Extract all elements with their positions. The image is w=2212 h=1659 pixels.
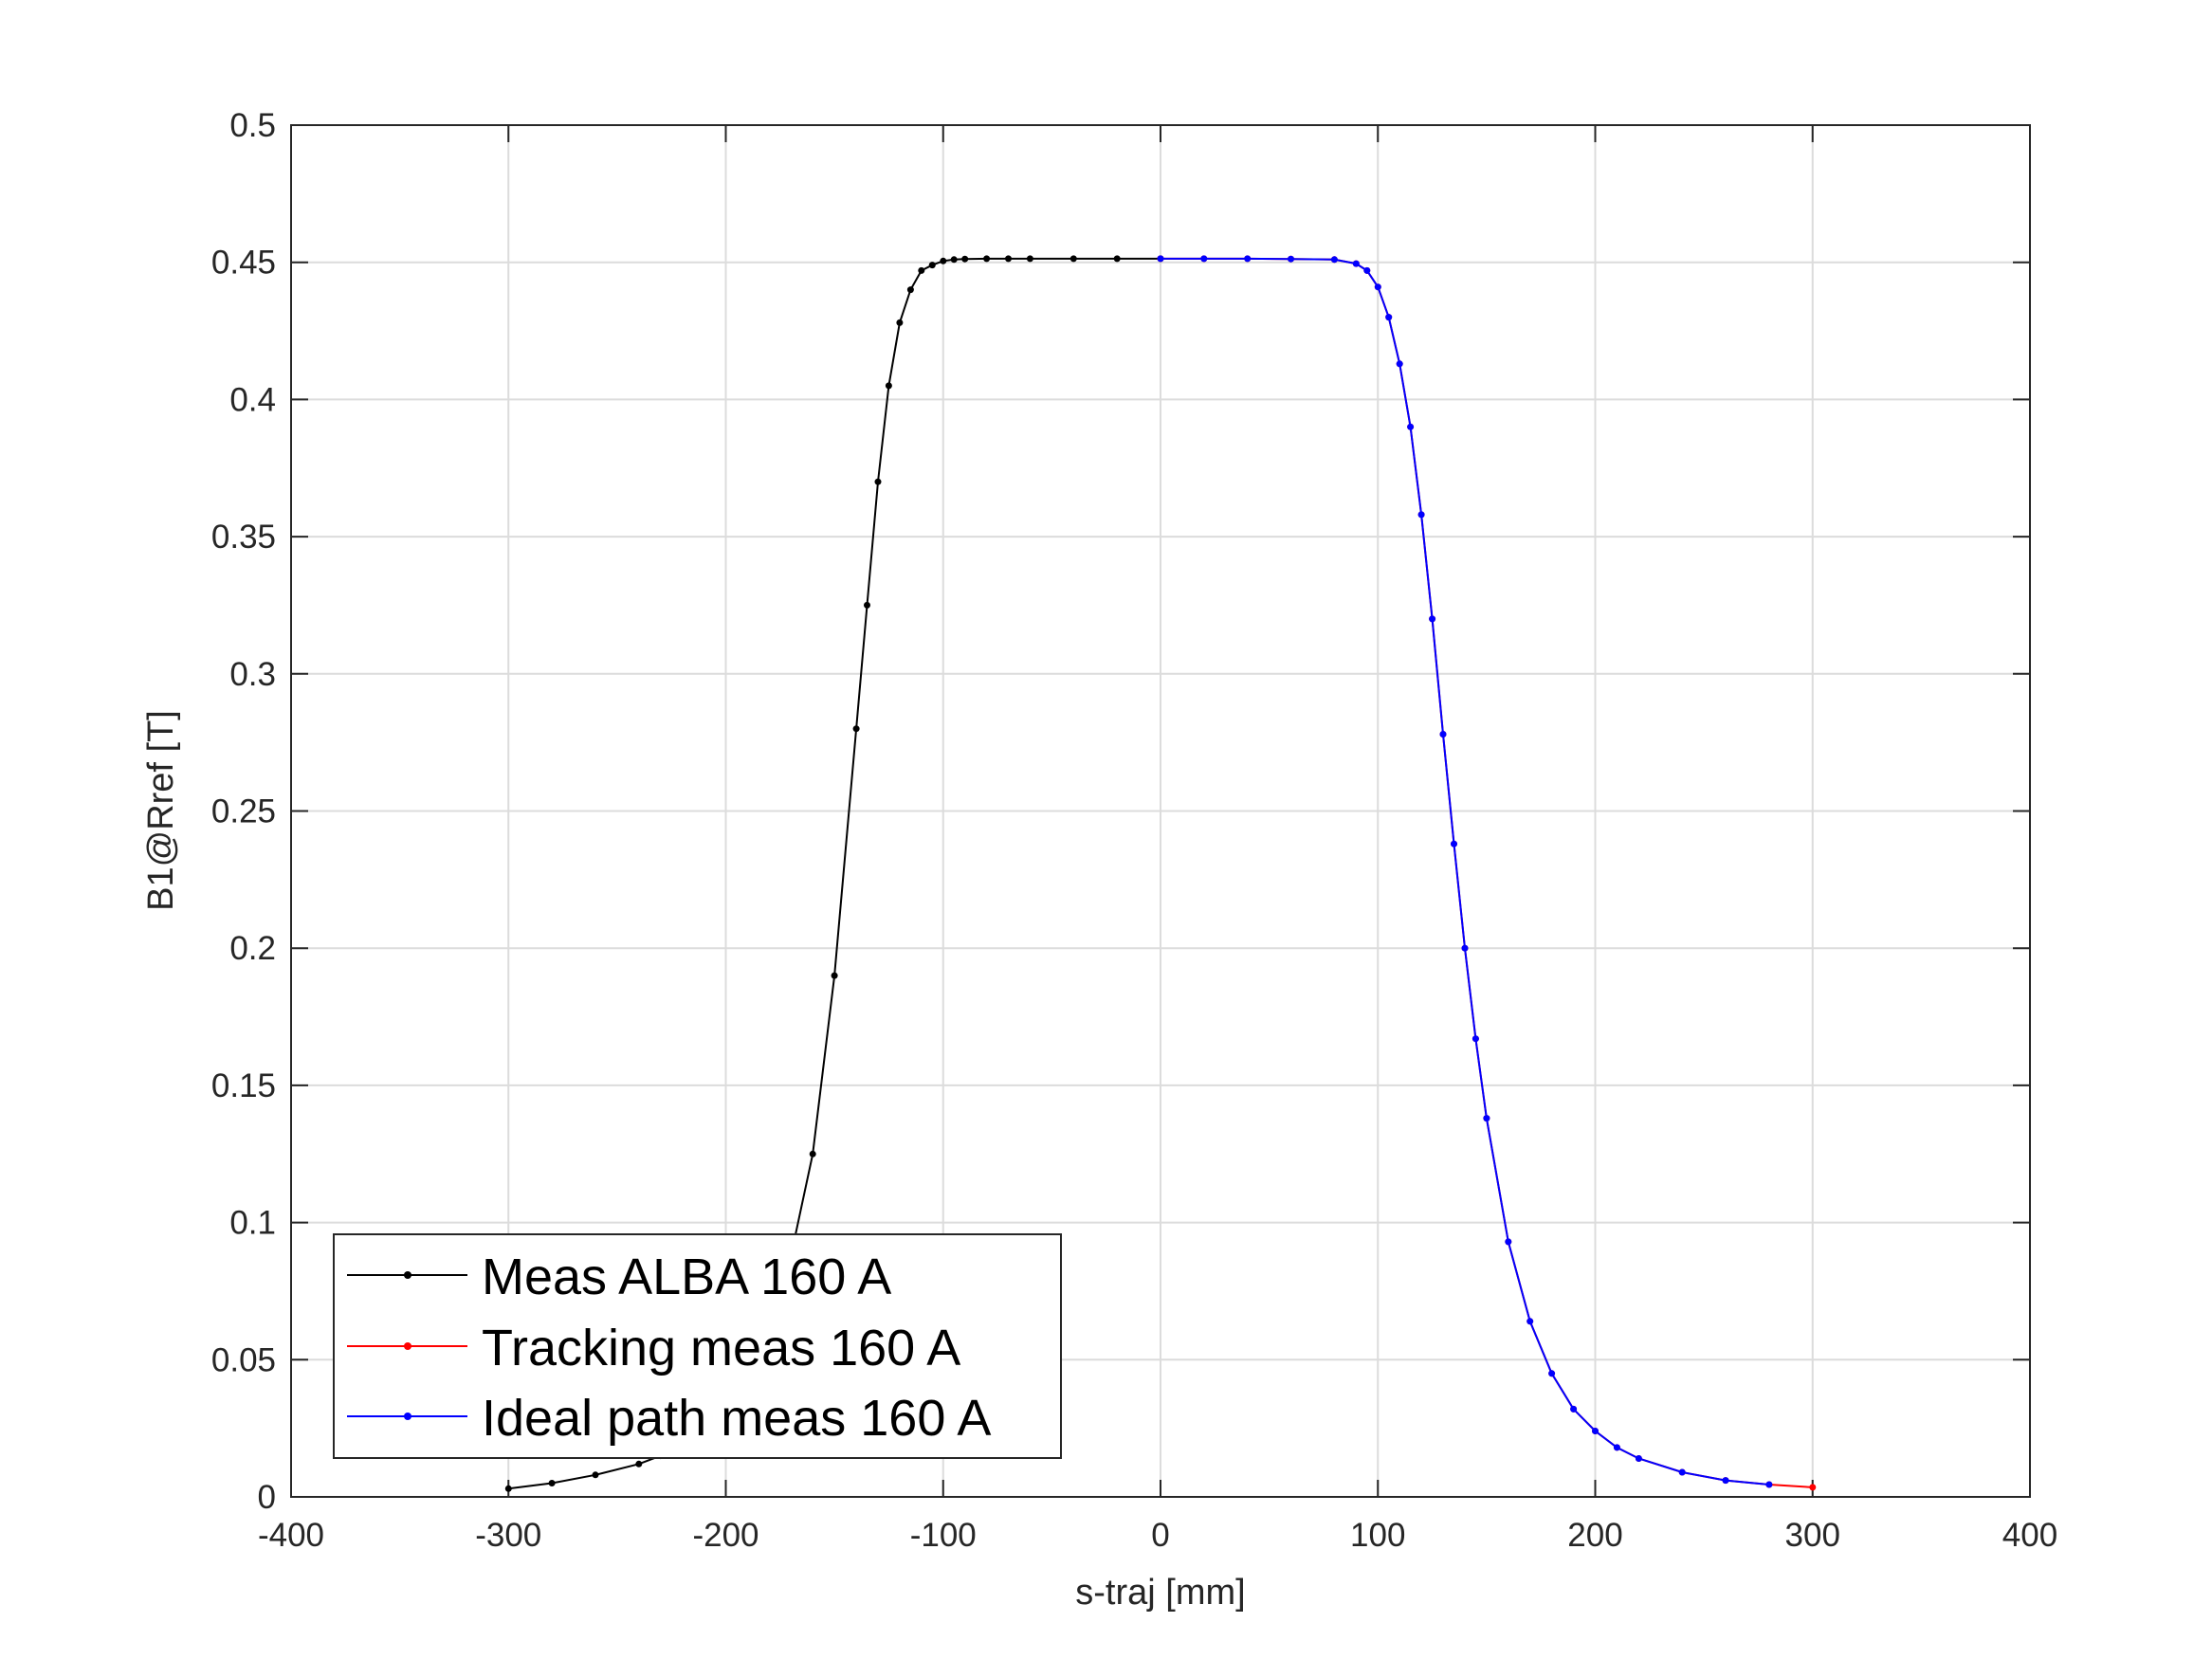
data-point — [1592, 1428, 1599, 1434]
data-point — [1809, 1484, 1817, 1491]
data-point — [1200, 255, 1208, 263]
y-tick-label: 0.35 — [211, 519, 276, 556]
grid-lines — [290, 124, 2031, 1498]
x-tick-label: -300 — [475, 1517, 541, 1554]
data-point — [906, 286, 914, 294]
data-point — [1244, 255, 1252, 263]
x-tick-label: -400 — [258, 1517, 324, 1554]
data-point — [1613, 1444, 1620, 1451]
x-tick-label: 400 — [2002, 1517, 2057, 1554]
data-point — [1722, 1477, 1729, 1485]
legend-marker-meas-alba — [404, 1271, 411, 1279]
data-point — [548, 1480, 556, 1486]
data-point — [831, 972, 838, 979]
data-point — [1548, 1370, 1556, 1377]
data-point — [885, 382, 892, 390]
data-point — [1288, 255, 1294, 263]
data-point — [809, 1150, 816, 1158]
legend-label-meas-alba: Meas ALBA 160 A — [482, 1249, 891, 1305]
data-point — [1429, 615, 1436, 623]
data-point — [1483, 1115, 1490, 1122]
data-point — [1505, 1238, 1512, 1246]
y-tick-label: 0.1 — [229, 1205, 276, 1242]
x-tick-label: -200 — [692, 1517, 759, 1554]
data-point — [635, 1460, 643, 1468]
data-point — [1005, 255, 1012, 263]
data-point — [950, 256, 958, 264]
legend-label-tracking: Tracking meas 160 A — [482, 1320, 960, 1376]
x-tick-label: 200 — [1567, 1517, 1622, 1554]
data-point — [983, 255, 991, 263]
data-point — [1157, 255, 1164, 263]
series-group-2 — [1157, 255, 1773, 1488]
legend: Meas ALBA 160 A Tracking meas 160 A Idea… — [333, 1233, 1062, 1459]
data-point — [1407, 423, 1415, 430]
y-tick-label: 0.15 — [211, 1067, 276, 1104]
y-tick-label: 0.5 — [229, 107, 276, 144]
series-line — [1161, 257, 1769, 1486]
data-point — [1113, 255, 1121, 263]
data-point — [1352, 260, 1360, 267]
y-tick-label: 0.4 — [229, 381, 276, 418]
data-point — [1765, 1481, 1773, 1488]
legend-label-ideal-path: Ideal path meas 160 A — [482, 1390, 991, 1447]
data-point — [1439, 731, 1447, 738]
data-point — [896, 319, 904, 326]
data-point — [1451, 840, 1457, 848]
data-point — [1635, 1455, 1642, 1462]
data-point — [1374, 283, 1381, 291]
x-axis-label: s-traj [mm] — [1075, 1573, 1245, 1613]
data-point — [1678, 1468, 1686, 1476]
data-point — [1330, 256, 1338, 264]
data-point — [1417, 511, 1425, 519]
data-point — [940, 257, 947, 264]
data-point — [961, 255, 969, 263]
legend-marker-tracking — [404, 1342, 411, 1350]
data-point — [1385, 314, 1393, 321]
data-point — [1570, 1405, 1578, 1413]
x-tick-label: 300 — [1785, 1517, 1840, 1554]
y-tick-label: 0.2 — [229, 930, 276, 967]
x-tick-label: 0 — [1151, 1517, 1169, 1554]
data-point — [1472, 1035, 1479, 1043]
data-point — [918, 266, 925, 274]
y-tick-label: 0.25 — [211, 793, 276, 830]
data-point — [1461, 944, 1469, 952]
legend-marker-ideal-path — [404, 1413, 411, 1420]
y-tick-label: 0.05 — [211, 1341, 276, 1378]
plot-frame — [290, 124, 2031, 1498]
data-point — [1069, 255, 1077, 263]
data-point — [1396, 360, 1403, 368]
data-point — [928, 262, 936, 269]
y-tick-label: 0.45 — [211, 245, 276, 282]
x-tick-label: -100 — [910, 1517, 977, 1554]
data-point — [864, 601, 870, 609]
data-point — [592, 1471, 599, 1479]
x-tick-label: 100 — [1350, 1517, 1405, 1554]
data-point — [1363, 266, 1371, 274]
y-tick-label: 0.3 — [229, 656, 276, 693]
data-point — [504, 1485, 512, 1492]
data-point — [874, 478, 882, 485]
y-tick-label: 0 — [258, 1479, 276, 1516]
data-point — [852, 725, 860, 733]
y-axis-label: B1@Rref [T] — [141, 710, 181, 911]
tick-labels: -400 -300 -200 -100 0 100 200 300 400 0 0.05 0.1 0.1… — [211, 107, 2057, 1554]
data-point — [1526, 1318, 1534, 1325]
data-point — [1026, 255, 1033, 263]
